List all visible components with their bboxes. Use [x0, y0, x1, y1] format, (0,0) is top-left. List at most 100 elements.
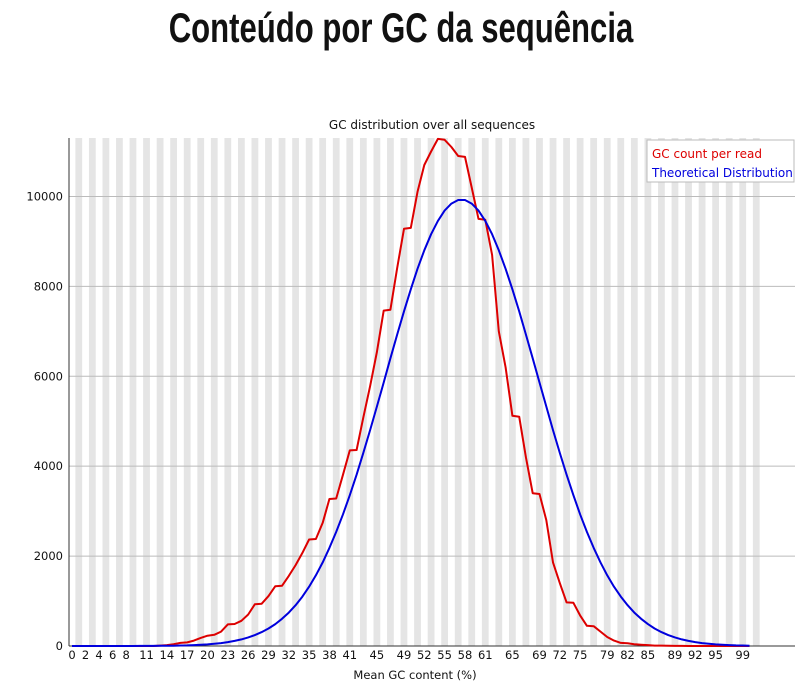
background-band: [698, 138, 706, 646]
legend-entry-gc-count: GC count per read: [652, 147, 762, 161]
x-tick-label: 35: [302, 648, 317, 662]
x-tick-label: 49: [397, 648, 412, 662]
series-lines: [72, 137, 750, 647]
x-tick-label: 69: [532, 648, 547, 662]
x-tick-label: 0: [68, 648, 75, 662]
background-band: [495, 138, 503, 646]
x-tick-label: 14: [160, 648, 175, 662]
x-tick-label: 45: [370, 648, 385, 662]
background-bands: [75, 138, 760, 646]
x-tick-label: 2: [82, 648, 89, 662]
x-tick-label: 82: [620, 648, 635, 662]
x-tick-label: 41: [342, 648, 357, 662]
background-band: [563, 138, 570, 646]
background-band: [508, 138, 516, 646]
background-band: [156, 138, 164, 646]
y-tick-label: 4000: [34, 459, 63, 473]
y-tick-label: 6000: [34, 369, 63, 383]
background-band: [170, 138, 178, 646]
x-tick-label: 6: [109, 648, 116, 662]
background-band: [725, 138, 733, 646]
background-band: [251, 138, 259, 646]
background-band: [305, 138, 313, 646]
background-band: [292, 138, 299, 646]
x-axis-label: Mean GC content (%): [353, 668, 476, 682]
background-band: [319, 138, 327, 646]
background-band: [197, 138, 205, 646]
x-tick-labels: 0 2 4 6 8 11 14 17 20 23 26 29 32 35 38 41 45 49 52 55 58 61 6…: [68, 648, 750, 662]
background-band: [441, 138, 449, 646]
background-band: [481, 138, 489, 646]
x-tick-label: 58: [458, 648, 473, 662]
background-band: [387, 138, 394, 646]
x-tick-label: 32: [281, 648, 296, 662]
background-band: [129, 138, 137, 646]
background-band: [210, 138, 218, 646]
x-tick-label: 23: [221, 648, 236, 662]
x-tick-label: 11: [139, 648, 154, 662]
background-band: [265, 138, 272, 646]
background-band: [427, 138, 435, 646]
x-tick-label: 17: [180, 648, 195, 662]
x-tick-label: 55: [437, 648, 452, 662]
background-band: [224, 138, 232, 646]
x-tick-label: 99: [735, 648, 750, 662]
background-band: [576, 138, 584, 646]
background-band: [617, 138, 625, 646]
background-band: [658, 138, 665, 646]
legend-box: [646, 139, 795, 183]
x-tick-label: 92: [688, 648, 703, 662]
background-band: [712, 138, 720, 646]
chart-title: GC distribution over all sequences: [329, 118, 535, 132]
background-band: [549, 138, 557, 646]
y-tick-label: 10000: [26, 189, 63, 203]
x-tick-label: 89: [668, 648, 683, 662]
background-band: [359, 138, 367, 646]
background-band: [603, 138, 611, 646]
background-band: [116, 138, 123, 646]
horizontal-gridlines: [69, 195, 795, 557]
series-line-gc-count: [72, 137, 750, 647]
background-band: [346, 138, 354, 646]
background-band: [522, 138, 530, 646]
background-band: [671, 138, 679, 646]
background-band: [400, 138, 408, 646]
x-tick-label: 61: [478, 648, 493, 662]
background-band: [454, 138, 462, 646]
background-band: [536, 138, 543, 646]
background-band: [630, 138, 638, 646]
background-band: [88, 138, 96, 646]
y-tick-label: 0: [56, 639, 63, 653]
background-band: [102, 138, 110, 646]
y-tick-label: 8000: [34, 279, 63, 293]
x-tick-label: 95: [708, 648, 723, 662]
background-band: [468, 138, 476, 646]
x-tick-label: 4: [95, 648, 102, 662]
x-tick-label: 38: [322, 648, 337, 662]
x-tick-label: 8: [123, 648, 130, 662]
legend-entry-theoretical: Theoretical Distribution: [651, 166, 793, 180]
x-tick-label: 65: [505, 648, 520, 662]
x-tick-label: 75: [573, 648, 588, 662]
background-band: [143, 138, 150, 646]
background-band: [739, 138, 747, 646]
x-tick-label: 26: [241, 648, 256, 662]
background-band: [590, 138, 598, 646]
background-band: [278, 138, 286, 646]
background-band: [685, 138, 692, 646]
y-tick-label: 2000: [34, 549, 63, 563]
background-band: [752, 138, 760, 646]
series-line-theoretical: [72, 199, 750, 647]
x-tick-label: 79: [600, 648, 615, 662]
background-band: [373, 138, 381, 646]
x-tick-label: 20: [200, 648, 215, 662]
slide-title: Conteúdo por GC da sequência: [168, 4, 634, 51]
background-band: [332, 138, 340, 646]
x-tick-label: 72: [552, 648, 567, 662]
legend: GC count per read Theoretical Distributi…: [646, 139, 795, 183]
x-tick-label: 52: [417, 648, 432, 662]
background-band: [644, 138, 652, 646]
background-band: [414, 138, 421, 646]
x-tick-label: 29: [261, 648, 276, 662]
